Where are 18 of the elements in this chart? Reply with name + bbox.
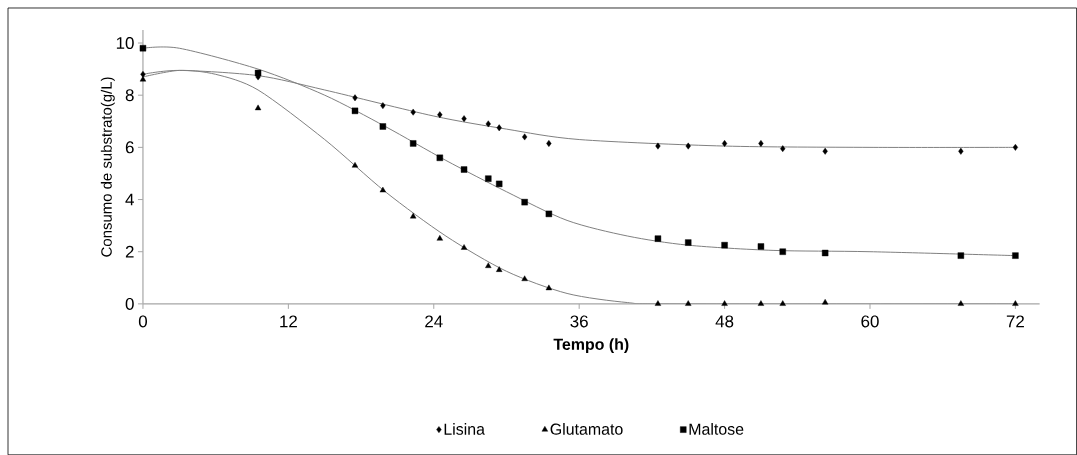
- y-tick-label: 6: [125, 141, 134, 154]
- y-tick-label: 0: [125, 297, 134, 310]
- x-tick-label: 48: [715, 315, 734, 328]
- x-tick-label: 0: [138, 315, 148, 328]
- x-tick-label: 60: [861, 315, 879, 328]
- y-axis-title: Consumo de substrato(g/L): [100, 77, 115, 257]
- legend-label: Lisina: [444, 422, 485, 435]
- x-axis-title: Tempo (h): [553, 338, 629, 353]
- x-tick-label: 72: [1006, 315, 1024, 328]
- y-tick-label: 10: [116, 36, 134, 49]
- x-tick-label: 12: [280, 315, 297, 328]
- legend-label: Maltose: [689, 422, 744, 435]
- y-tick-label: 8: [125, 89, 134, 102]
- y-tick-label: 4: [125, 193, 134, 206]
- x-tick-label: 36: [570, 315, 588, 328]
- y-tick-label: 2: [125, 245, 134, 258]
- x-tick-label: 24: [425, 315, 443, 328]
- legend-label: Glutamato: [550, 422, 623, 435]
